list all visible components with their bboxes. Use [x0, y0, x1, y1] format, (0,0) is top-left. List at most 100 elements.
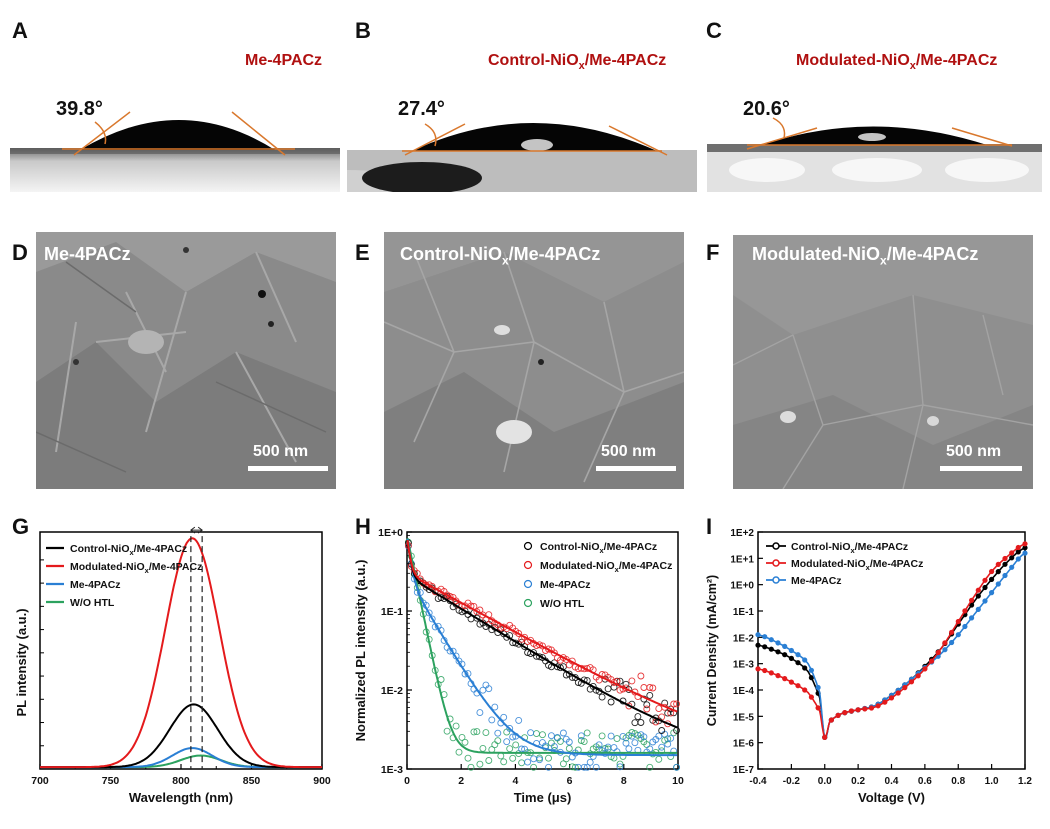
x-tick-label-i: 0.2	[851, 776, 865, 787]
data-point-h-3	[464, 754, 472, 762]
scale-bar-f-label: 500 nm	[946, 443, 1002, 460]
data-point-h-2	[547, 732, 555, 740]
jv-point-2	[1015, 556, 1021, 562]
data-point-h-2	[583, 763, 591, 771]
data-point-h-3	[473, 728, 481, 736]
panel-a-title: Me-4PACz	[245, 52, 323, 69]
data-point-h-2	[619, 732, 627, 740]
x-tick-label-g: 800	[172, 775, 190, 787]
data-point-h-1	[646, 684, 654, 691]
chart-h-trpl-decay: 0 2 4 6 8 10 1E-3 1E-2 1E-1 1E+0 Time (μs) Normaliz…	[353, 527, 684, 805]
data-point-h-2	[640, 733, 648, 741]
scale-bar-e	[596, 466, 676, 471]
chart-g-pl-spectra: 700 750 800 850 900 Wavelength (nm) PL intensi…	[14, 526, 331, 805]
contact-angle-image-c	[707, 100, 1042, 192]
jv-point-1	[782, 676, 788, 682]
data-point-h-0	[598, 693, 606, 701]
data-point-h-2	[592, 763, 600, 771]
jv-point-0	[802, 665, 808, 671]
legend-label-h-3: W/O HTL	[540, 598, 585, 610]
jv-point-1	[775, 673, 781, 679]
sem-image-d	[36, 232, 336, 489]
legend-swatch-h-0	[523, 541, 533, 551]
x-tick-label-i: 1.0	[985, 776, 999, 787]
jv-point-2	[1009, 564, 1015, 570]
data-point-h-3	[470, 728, 478, 736]
panel-b-label: B	[355, 18, 371, 43]
jv-point-2	[989, 589, 995, 596]
panel-b-title-post: /Me-4PACz	[584, 52, 667, 69]
sem-f-title-pre: Modulated-NiO	[752, 244, 880, 264]
data-point-h-0	[631, 719, 639, 727]
droplet-a	[80, 120, 275, 150]
data-point-h-3	[580, 738, 588, 746]
y-tick-label-h: 1E-3	[381, 764, 403, 776]
data-point-h-2	[628, 732, 636, 740]
jv-point-1	[755, 666, 761, 672]
spectrum-line-1	[40, 537, 322, 769]
y-tick-label-i: 1E-2	[733, 633, 755, 644]
data-point-h-3	[476, 760, 484, 768]
jv-point-2	[982, 598, 988, 604]
data-point-h-3	[500, 758, 508, 766]
data-point-h-1	[640, 684, 648, 691]
data-point-h-3	[491, 741, 499, 749]
x-tick-label-i: 1.2	[1018, 776, 1032, 787]
panel-b-title: Control-NiOx/Me-4PACz	[488, 52, 666, 72]
y-tick-label-i: 1E-4	[733, 686, 755, 697]
data-point-h-2	[500, 713, 508, 721]
data-point-h-2	[625, 745, 633, 753]
jv-point-0	[775, 649, 781, 655]
jv-point-1	[915, 673, 921, 679]
jv-point-1	[902, 685, 908, 691]
jv-point-1	[802, 687, 808, 693]
panel-g-label: G	[12, 514, 30, 539]
x-tick-label-h: 10	[672, 775, 684, 787]
jv-point-2	[755, 632, 761, 638]
tangent-b-left	[404, 123, 466, 156]
data-point-h-3	[437, 676, 445, 683]
data-point-h-3	[461, 738, 469, 746]
legend-swatch-i-0	[772, 542, 780, 550]
panel-h-label: H	[355, 514, 371, 539]
jv-point-1	[895, 690, 901, 696]
data-point-h-2	[655, 732, 663, 740]
legend-swatch-h-2	[523, 579, 533, 589]
data-point-h-3	[562, 755, 570, 763]
y-axis-label-h: Normalized PL intensity (a.u.)	[353, 560, 368, 742]
data-point-h-2	[527, 729, 535, 737]
jv-point-0	[989, 576, 995, 582]
x-axis-label-i: Voltage (V)	[858, 790, 925, 805]
panel-c-label: C	[706, 18, 722, 43]
data-point-h-1	[670, 700, 678, 708]
data-point-h-0	[658, 727, 666, 734]
jv-point-2	[782, 643, 788, 649]
jv-point-2	[962, 623, 968, 630]
x-tick-label-i: -0.2	[783, 776, 801, 787]
jv-point-2	[1002, 572, 1008, 579]
fit-line-h-2	[406, 538, 678, 757]
data-point-h-3	[458, 733, 466, 741]
jv-point-1	[908, 679, 915, 685]
jv-point-0	[755, 642, 761, 648]
data-point-h-3	[509, 754, 517, 762]
y-tick-label-h: 1E-1	[381, 606, 403, 618]
data-point-h-0	[607, 698, 615, 706]
data-point-h-3	[512, 741, 520, 749]
data-point-h-2	[550, 743, 558, 751]
data-point-h-3	[613, 735, 621, 743]
x-tick-label-g: 700	[31, 775, 49, 787]
jv-point-0	[1009, 555, 1015, 561]
data-point-h-1	[649, 684, 657, 692]
x-tick-label-i: 0.6	[918, 776, 932, 787]
data-point-h-2	[503, 738, 511, 746]
jv-point-1	[862, 706, 868, 712]
panel-e-label: E	[355, 240, 370, 265]
jv-line-1	[757, 543, 1026, 739]
tangent-a-left	[73, 111, 131, 156]
data-point-h-0	[646, 691, 654, 699]
fit-line-h-0	[406, 540, 678, 729]
scale-bar-d-label: 500 nm	[253, 443, 309, 460]
panel-i-label: I	[706, 514, 713, 539]
jv-point-1	[982, 577, 988, 583]
